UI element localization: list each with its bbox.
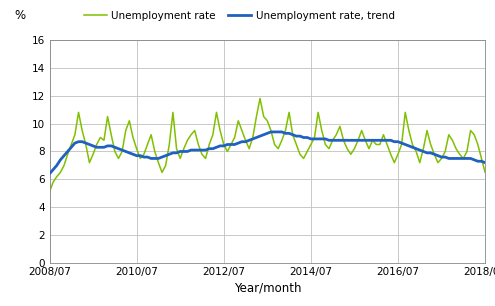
X-axis label: Year/month: Year/month [234, 282, 301, 294]
Unemployment rate, trend [148, 157, 154, 160]
Unemployment rate, trend [268, 130, 274, 134]
Unemployment rate [257, 97, 263, 100]
Unemployment rate [457, 152, 463, 156]
Text: %: % [15, 9, 26, 22]
Unemployment rate, trend [290, 133, 296, 136]
Unemployment rate, trend [188, 148, 194, 152]
Line: Unemployment rate: Unemployment rate [50, 99, 489, 192]
Unemployment rate [486, 166, 492, 170]
Line: Unemployment rate, trend: Unemployment rate, trend [50, 132, 489, 174]
Unemployment rate [188, 133, 194, 136]
Unemployment rate, trend [330, 138, 336, 142]
Unemployment rate, trend [47, 172, 52, 176]
Unemployment rate, trend [486, 161, 492, 165]
Unemployment rate [290, 133, 296, 136]
Unemployment rate, trend [475, 159, 481, 163]
Unemployment rate, trend [457, 157, 463, 160]
Unemployment rate [47, 190, 52, 194]
Legend: Unemployment rate, Unemployment rate, trend: Unemployment rate, Unemployment rate, tr… [84, 11, 395, 21]
Unemployment rate [330, 138, 336, 142]
Unemployment rate [148, 133, 154, 136]
Unemployment rate [475, 143, 481, 146]
